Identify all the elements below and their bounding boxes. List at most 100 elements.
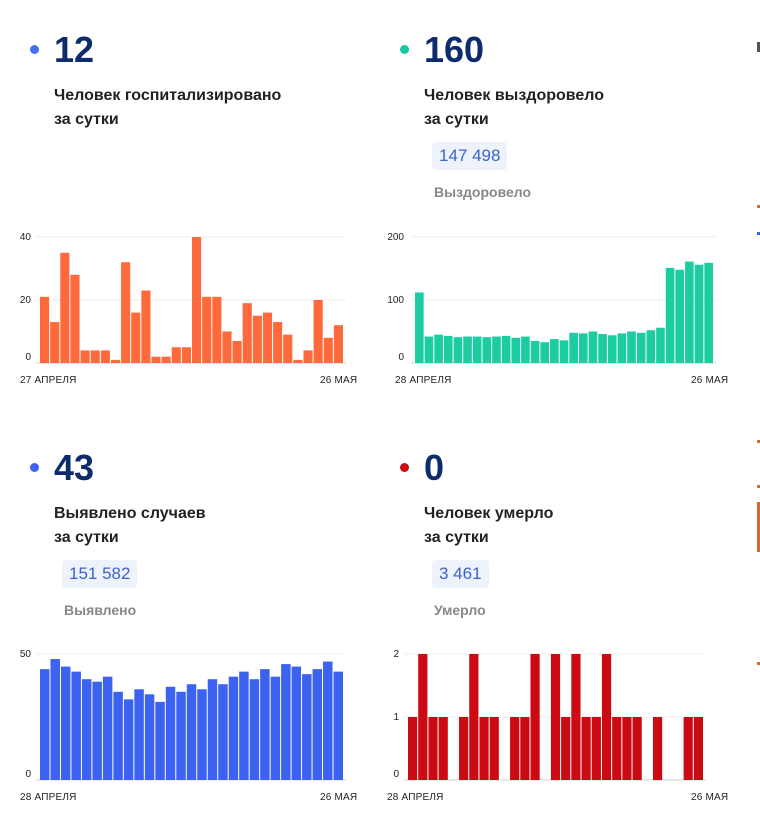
bar [520,717,530,780]
edge-fragment [757,485,760,488]
bar [559,340,569,363]
bar [207,679,218,780]
bar [489,717,499,780]
bar [482,337,492,363]
bar [302,674,312,780]
bar [612,717,622,780]
bar [469,654,479,780]
bar [617,333,627,363]
bar [656,327,665,363]
bar [80,350,90,363]
bar [463,336,472,363]
y-tick-label: 0 [398,352,404,363]
bar [694,264,704,363]
bar [323,337,333,363]
bar [598,334,607,363]
cases-x-end-label: 26 МАЯ [320,792,358,803]
cases-value: 43 [54,447,95,488]
bar [627,331,636,363]
y-tick-label: 200 [387,232,404,243]
bar [50,322,60,363]
y-tick-label: 2 [393,649,399,660]
bar [281,664,291,780]
recovered-total-badge: 147 498 [432,142,508,170]
deaths-value: 0 [424,447,445,488]
recovered-value: 160 [424,29,485,70]
bar [591,717,601,780]
bar [192,237,202,363]
cases-total-badge: 151 582 [62,560,138,588]
bar [333,325,343,363]
bar [239,671,249,780]
recovered-caption: Человек выздоровело за сутки [424,87,605,128]
bar [186,684,197,780]
bar [232,340,242,363]
bar [550,339,559,363]
bar [293,359,303,363]
bar [100,350,110,363]
bar [434,334,443,363]
bar [453,337,463,363]
bar [222,331,232,363]
y-tick-label: 0 [393,769,399,780]
bar [171,347,181,363]
bar [228,676,239,780]
bar [438,717,448,780]
bar [165,686,176,780]
bar [530,654,540,780]
bar [144,694,155,780]
bar [652,717,663,780]
deaths-caption: Человек умерло за сутки [424,505,554,546]
y-tick-label: 20 [20,295,32,306]
bar [197,689,207,780]
edge-fragment [757,662,760,665]
bar [131,312,141,363]
bar [472,336,482,363]
bar [176,691,186,780]
bar [521,336,530,363]
cases-total-label: Выявлено [64,602,137,618]
cases-dot-icon [30,463,39,472]
bar [71,671,81,780]
bar [218,684,228,780]
bar [60,666,71,780]
bar [102,676,113,780]
bar [260,669,270,780]
bar [636,332,646,363]
bar [113,691,123,780]
bar [313,300,323,363]
y-tick-label: 1 [393,712,399,723]
bar [665,267,675,363]
bar [110,359,121,363]
bar [510,717,520,780]
bar [181,347,191,363]
bar [141,290,151,363]
bar [90,350,100,363]
bar [646,330,656,363]
bar [418,654,428,780]
bar [540,342,550,363]
deaths-x-end-label: 26 МАЯ [691,792,729,803]
bar [155,701,165,780]
edge-fragment [757,502,760,552]
recovered-bar-chart: 0 100 200 [387,232,716,364]
y-tick-label: 50 [20,649,32,660]
bar [443,335,453,363]
hospitalized-bar-chart: 0 20 40 [20,232,346,364]
bar [212,296,222,363]
bar [242,303,252,363]
edge-fragment [757,440,760,443]
bar [408,717,418,780]
bar [704,262,713,363]
bar [685,261,694,363]
recovered-x-end-label: 26 МАЯ [691,375,729,386]
bar [40,296,50,363]
bar [581,717,591,780]
bar [312,669,323,780]
bar [459,717,469,780]
y-tick-label: 0 [25,352,31,363]
bar [323,661,333,780]
bar [50,659,60,780]
bar [601,654,612,780]
bar [492,336,501,363]
